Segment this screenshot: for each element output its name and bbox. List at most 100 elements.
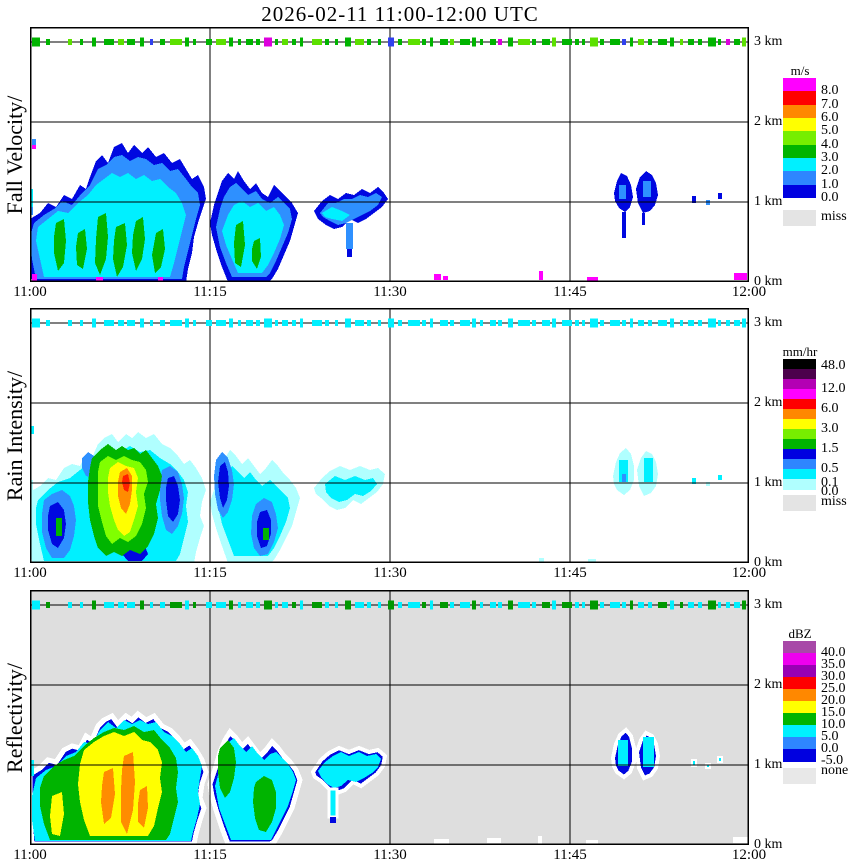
top-gate-echo-dash <box>256 39 260 45</box>
top-gate-echo-dash <box>335 602 338 608</box>
top-gate-echo-dash <box>264 600 272 610</box>
top-gate-echo-dash <box>150 39 153 45</box>
echo-cell <box>619 185 626 199</box>
top-gate-echo-dash <box>670 37 674 47</box>
legend-value-label: 3.0 <box>821 150 839 165</box>
top-gate-echo-dash <box>460 320 470 326</box>
top-gate-echo-dash <box>508 600 513 610</box>
top-gate-echo-dash <box>46 39 50 45</box>
rain-intensity-legend: mm/hr 48.0 12.0 6.0 3.0 1.5 0.5 0.1 0.0 miss <box>783 344 850 579</box>
top-gate-echo-dash <box>388 318 394 328</box>
panel-reflectivity: Reflectivity/ 11:00 11:15 11:30 11:45 12:00 3… <box>0 590 850 865</box>
top-gate-echo-dash <box>670 318 674 328</box>
legend-color-block <box>783 439 816 450</box>
legend-units-label: dBZ <box>788 626 812 641</box>
top-gate-echo-dash <box>104 602 114 608</box>
top-gate-echo-dash <box>300 600 303 610</box>
top-gate-echo-dash <box>378 39 381 45</box>
echo-cell <box>622 474 626 482</box>
top-gate-echo-dash <box>398 39 402 45</box>
height-tick-label: 1 km <box>754 757 783 772</box>
top-gate-echo-dash <box>460 39 470 45</box>
echo-cell <box>642 213 645 225</box>
top-gate-echo-dash <box>518 39 530 45</box>
top-gate-echo-dash <box>140 600 144 610</box>
echo-blob <box>318 752 381 788</box>
reflectivity-plot <box>30 590 749 845</box>
top-gate-echo-dash <box>610 320 620 326</box>
top-gate-echo-dash <box>275 39 278 45</box>
time-tick-label: 11:30 <box>373 565 407 581</box>
top-gate-echo-dash <box>325 320 329 326</box>
top-gate-echo-dash <box>532 320 536 326</box>
echo-cell <box>263 528 269 540</box>
plot-border <box>30 308 749 563</box>
legend-value-label: 0.0 <box>821 484 839 499</box>
top-gate-echo-dash <box>185 318 189 328</box>
height-tick-label: 2 km <box>754 395 783 410</box>
top-gate-echo-dash <box>590 600 598 610</box>
top-gate-echo-dash <box>600 39 604 45</box>
legend-value-label: 25.0 <box>821 681 846 696</box>
top-gate-echo-dash <box>718 320 721 326</box>
top-gate-echo-dash <box>345 318 351 328</box>
echo-cell <box>330 817 336 823</box>
echo-cell <box>434 839 449 844</box>
top-gate-echo-dash <box>398 602 402 608</box>
top-gate-echo-dash <box>398 320 402 326</box>
top-gate-echo-dash <box>658 320 667 326</box>
top-gate-echo-dash <box>542 39 550 45</box>
time-tick-label: 11:30 <box>373 847 407 863</box>
top-gate-echo-dash <box>698 602 702 608</box>
echo-cell <box>644 458 653 482</box>
top-gate-echo-dash <box>229 600 233 610</box>
legend-color-block <box>783 104 816 119</box>
rain-intensity-plot <box>30 308 749 563</box>
echo-blob <box>54 219 66 271</box>
legend-color-block <box>783 641 816 654</box>
height-tick-label: 0 km <box>754 555 783 570</box>
legend-missing-label: miss <box>821 494 847 509</box>
top-gate-echo-dash <box>742 600 746 610</box>
echo-blob <box>322 207 350 221</box>
top-gate-echo-dash <box>590 37 598 47</box>
echo-blob <box>132 217 145 271</box>
legend-value-label: 20.0 <box>821 693 846 708</box>
time-tick-label: 11:15 <box>193 565 227 581</box>
plot-border <box>30 590 749 845</box>
top-gate-echo-dash <box>92 600 96 610</box>
top-gate-echo-dash <box>238 320 241 326</box>
legend-color-block <box>783 171 816 186</box>
top-gate-echo-dash <box>150 602 153 608</box>
top-gate-echo-dash <box>238 39 241 45</box>
legend-value-label: -5.0 <box>821 753 844 768</box>
top-gate-echo-dash <box>562 39 572 45</box>
height-tick-label: 0 km <box>754 837 783 852</box>
legend-value-label: 12.0 <box>821 381 846 396</box>
legend-color-block <box>783 419 816 430</box>
legend-color-block <box>783 389 816 400</box>
top-gate-echo-dash <box>562 602 572 608</box>
top-gate-echo-dash <box>480 39 483 45</box>
time-tick-label: 11:00 <box>13 284 47 300</box>
echo-blob <box>113 223 127 277</box>
top-gate-echo-dash <box>264 37 272 47</box>
time-tick-label: 11:30 <box>373 284 407 300</box>
top-gate-echo-dash <box>238 602 241 608</box>
top-gate-echo-dash <box>335 320 338 326</box>
top-gate-echo-dash <box>408 39 420 45</box>
top-gate-echo-dash <box>206 39 212 45</box>
echo-cell <box>487 838 501 843</box>
top-gate-echo-dash <box>104 320 114 326</box>
legend-color-block <box>783 131 816 146</box>
top-gate-echo-dash <box>658 602 667 608</box>
legend-color-block <box>783 117 816 132</box>
top-gate-echo-dash <box>206 602 212 608</box>
echo-cell <box>718 193 722 199</box>
echo-cell <box>618 740 628 766</box>
height-tick-label: 3 km <box>754 34 783 49</box>
top-gate-echo-dash <box>355 39 364 45</box>
echo-cell <box>539 271 543 280</box>
panel-rain-intensity: Rain Intensity/ 11:00 11:15 11:30 11:45 12:0… <box>0 308 850 583</box>
top-gate-echo-dash <box>246 602 253 608</box>
